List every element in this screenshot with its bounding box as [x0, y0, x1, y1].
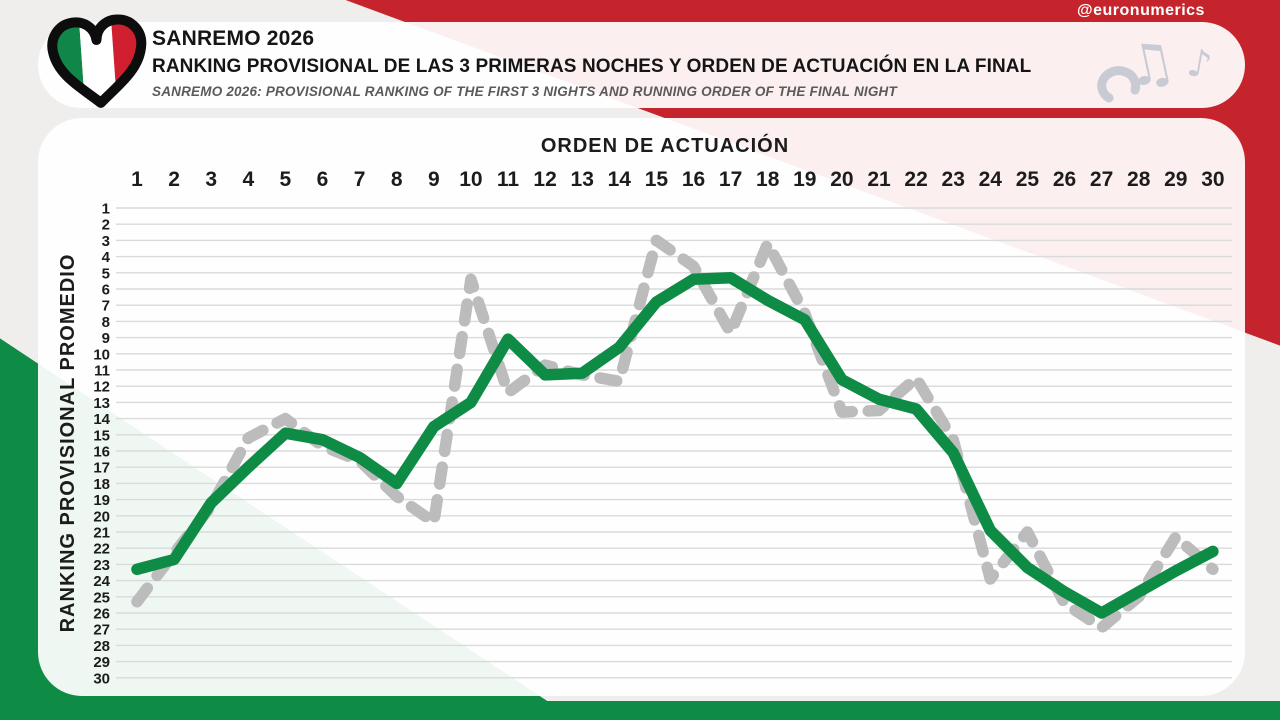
y-tick-label: 9 [102, 330, 110, 347]
chart-card [38, 118, 1245, 696]
y-tick-label: 3 [102, 233, 110, 250]
y-tick-label: 30 [93, 670, 110, 687]
y-tick-label: 24 [93, 573, 110, 590]
y-tick-label: 28 [93, 638, 110, 655]
y-tick-label: 11 [94, 363, 110, 380]
x-tick-label: 4 [242, 168, 254, 191]
x-tick-label: 30 [1201, 168, 1224, 191]
y-tick-label: 1 [102, 201, 110, 218]
y-tick-label: 13 [93, 395, 110, 412]
heart-outline [47, 14, 147, 108]
x-tick-label: 17 [719, 168, 742, 191]
y-tick-label: 22 [93, 541, 110, 558]
page-subtitle: RANKING PROVISIONAL DE LAS 3 PRIMERAS NO… [152, 56, 1032, 77]
x-axis-title: ORDEN DE ACTUACIÓN [541, 133, 789, 157]
x-tick-label: 15 [645, 168, 669, 191]
y-tick-label: 12 [93, 379, 110, 396]
bg-bottom-green-bar [0, 701, 1280, 720]
x-tick-label: 28 [1127, 168, 1151, 191]
y-tick-label: 10 [93, 346, 110, 363]
x-tick-label: 14 [608, 168, 632, 191]
x-tick-label: 23 [942, 168, 965, 191]
x-tick-label: 11 [497, 168, 520, 191]
y-tick-label: 29 [93, 654, 110, 671]
y-tick-label: 14 [93, 411, 110, 428]
x-tick-label: 20 [830, 168, 853, 191]
page-subtitle-english: SANREMO 2026: PROVISIONAL RANKING OF THE… [152, 84, 897, 99]
y-tick-label: 20 [93, 508, 110, 525]
x-tick-label: 18 [756, 168, 780, 191]
x-tick-label: 10 [459, 168, 482, 191]
y-tick-label: 15 [93, 427, 110, 444]
y-tick-label: 26 [93, 606, 110, 623]
y-tick-label: 5 [102, 265, 110, 282]
swirl-icon [1097, 66, 1141, 103]
x-tick-label: 5 [280, 168, 292, 191]
x-tick-label: 27 [1090, 168, 1113, 191]
y-tick-label: 8 [102, 314, 110, 331]
y-axis-title: RANKING PROVISIONAL PROMEDIO [57, 254, 79, 633]
x-tick-label: 16 [682, 168, 705, 191]
header-card [38, 22, 1245, 108]
x-tick-label: 19 [793, 168, 816, 191]
x-tick-label: 24 [979, 168, 1003, 191]
y-tick-label: 7 [102, 298, 110, 315]
series-green-solid-line [131, 271, 1219, 619]
x-tick-label: 12 [533, 168, 556, 191]
y-tick-label: 16 [93, 444, 110, 461]
x-tick-label: 26 [1053, 168, 1076, 191]
credit-handle: @euronumerics [1077, 2, 1205, 19]
y-tick-label: 4 [102, 249, 111, 266]
x-tick-label: 2 [168, 168, 180, 191]
y-tick-label: 17 [93, 460, 110, 477]
y-tick-label: 18 [93, 476, 110, 493]
y-tick-label: 2 [102, 217, 110, 234]
header-titles: SANREMO 2026 RANKING PROVISIONAL DE LAS … [152, 27, 1052, 99]
y-tick-label: 23 [93, 557, 110, 574]
y-tick-label: 27 [93, 622, 110, 639]
x-tick-label: 8 [391, 168, 403, 191]
y-tick-label: 21 [93, 525, 110, 542]
music-notes-decoration: ♫ ♪ [1097, 28, 1215, 103]
y-tick-label: 19 [93, 492, 110, 509]
x-tick-label: 29 [1164, 168, 1187, 191]
y-tick-label: 6 [102, 282, 110, 299]
x-tick-label: 7 [354, 168, 366, 191]
x-tick-label: 3 [205, 168, 217, 191]
x-tick-label: 13 [571, 168, 594, 191]
x-tick-label: 25 [1016, 168, 1040, 191]
x-tick-label: 6 [317, 168, 329, 191]
x-tick-label: 21 [867, 168, 891, 191]
eurovision-heart-logo [47, 14, 147, 108]
x-tick-label: 9 [428, 168, 440, 191]
y-tick-label: 25 [93, 589, 110, 606]
x-tick-label: 22 [904, 168, 927, 191]
x-tick-label: 1 [131, 168, 143, 191]
page-title: SANREMO 2026 [152, 27, 315, 50]
